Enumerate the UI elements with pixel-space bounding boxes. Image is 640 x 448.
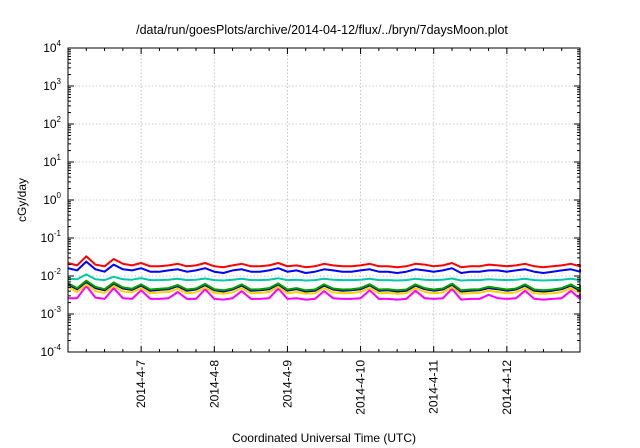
series-line-6: [68, 284, 581, 301]
y-axis-label: cGy/day: [15, 178, 29, 222]
y-tick-label: 10-2: [41, 267, 62, 283]
y-tick-label: 10-4: [41, 343, 62, 359]
x-tick-label: 2014-4-9: [280, 360, 294, 408]
series-layer: [67, 255, 581, 301]
x-tick-label: 2014-4-12: [500, 360, 514, 415]
y-tick-label: 10-3: [41, 305, 62, 321]
x-tick-label: 2014-4-11: [427, 360, 441, 414]
y-tick-label: 10-1: [41, 229, 62, 245]
series-line-7: [67, 283, 581, 295]
x-tick-label: 2014-4-8: [207, 360, 221, 408]
series-line-1: [67, 255, 581, 269]
grid: [68, 48, 580, 352]
y-tick-label: 100: [43, 191, 61, 207]
series-line-4: [67, 279, 581, 292]
y-axis: 10-4 10-3 10-2 10-1 100 101 102 103 104: [41, 39, 580, 359]
y-tick-label: 101: [43, 153, 61, 169]
x-axis-label: Coordinated Universal Time (UTC): [232, 431, 416, 445]
y-tick-label: 103: [43, 77, 61, 93]
series-line-2: [67, 260, 581, 274]
chart-title: /data/run/goesPlots/archive/2014-04-12/f…: [136, 23, 508, 37]
y-tick-label: 104: [43, 39, 61, 55]
series-line-3: [67, 273, 581, 282]
x-axis: 2014-4-7 2014-4-8 2014-4-9 2014-4-10 2014-4-…: [85, 48, 563, 415]
x-tick-label: 2014-4-7: [134, 360, 148, 408]
x-tick-label: 2014-4-10: [354, 360, 368, 415]
y-tick-label: 102: [43, 115, 61, 131]
